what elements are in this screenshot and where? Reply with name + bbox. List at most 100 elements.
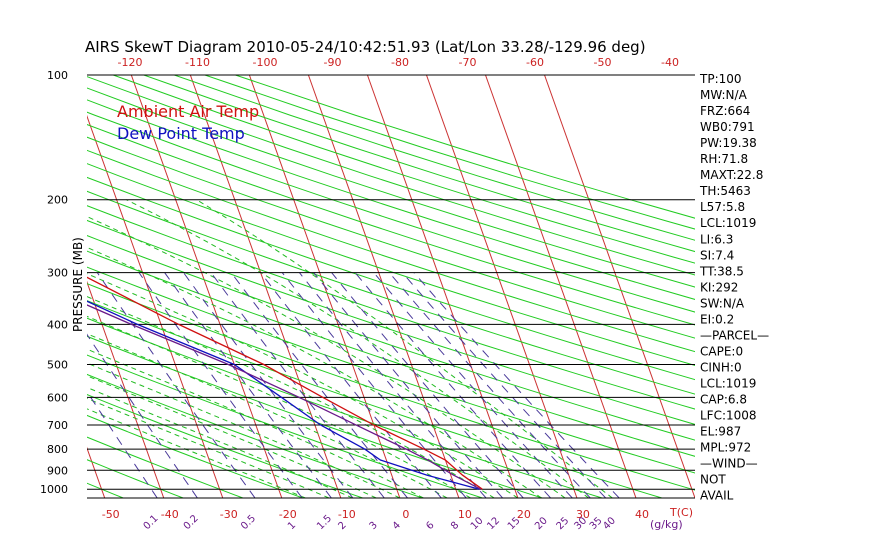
index-entry: SI:7.4 xyxy=(700,248,734,262)
dry-adiabat-line xyxy=(113,75,695,264)
dry-adiabat-line xyxy=(87,176,695,381)
index-entry: CINH:0 xyxy=(700,360,742,374)
dry-adiabat-line xyxy=(87,266,695,474)
dry-adiabat-line xyxy=(87,317,603,498)
dry-adiabat-line xyxy=(87,124,695,326)
index-entry: RH:71.8 xyxy=(700,152,748,166)
stability-indices: TP:100 MW:N/A FRZ:664 WB0:791 PW:19.38 RH:71.… xyxy=(699,72,769,503)
mixing-ratio-tick-label: 1.5 xyxy=(315,513,334,532)
dry-adiabat-line xyxy=(87,205,695,410)
index-entry: KI:292 xyxy=(700,280,738,294)
temperature-tick-label: 40 xyxy=(635,508,649,521)
moist-adiabat-line xyxy=(196,199,613,498)
index-entry: MPL:972 xyxy=(700,441,751,455)
pressure-tick-label: 500 xyxy=(47,359,68,372)
index-entry: EI:0.2 xyxy=(700,312,734,326)
moist-adiabat-line xyxy=(126,199,589,498)
top-temperature-tick-label: -60 xyxy=(526,56,544,69)
mixing-ratio-tick-label: 0.2 xyxy=(182,513,201,532)
pressure-axis: 100 200 300 400 500 600 700 800 900 1000 xyxy=(40,69,68,496)
dry-adiabat-line xyxy=(87,414,303,498)
bottom-temperature-axis: -50 -40 -30 -20 -10 0 10 20 30 40 T(C) xyxy=(102,506,693,521)
mixing-ratio-tick-label: 3 xyxy=(368,520,380,532)
mixing-ratio-tick-label: 0.1 xyxy=(142,513,161,532)
dry-adiabat-line xyxy=(204,75,695,230)
dry-adiabat-line xyxy=(0,75,4,498)
y-axis-label: PRESSURE (MB) xyxy=(71,237,85,332)
mixing-ratio-line xyxy=(331,272,524,498)
dry-adiabat-line xyxy=(87,459,184,498)
temperature-tick-label: -10 xyxy=(338,508,356,521)
legend-entry-dewpoint: Dew Point Temp xyxy=(117,124,245,143)
isotherm-line xyxy=(544,75,695,498)
dry-adiabat-line xyxy=(87,163,695,366)
dry-adiabat-line xyxy=(87,99,695,300)
index-entry: LI:6.3 xyxy=(700,232,733,246)
moist-adiabat-line xyxy=(87,273,519,498)
mixing-ratio-tick-label: 1 xyxy=(286,520,298,532)
isotherm-line xyxy=(425,75,578,498)
mixing-ratio-line xyxy=(138,272,303,498)
index-entry: AVAIL xyxy=(700,489,734,503)
mixing-ratio-line xyxy=(164,272,332,498)
top-temperature-tick-label: -110 xyxy=(185,56,210,69)
dry-adiabat-line xyxy=(87,354,483,498)
dry-adiabat-line xyxy=(87,136,695,339)
moist-adiabat-line xyxy=(87,296,495,498)
pressure-tick-label: 800 xyxy=(47,443,68,456)
dry-adiabat-line xyxy=(87,335,543,498)
index-entry: SW:N/A xyxy=(700,296,745,310)
index-entry: CAP:6.8 xyxy=(700,393,747,407)
isotherm-line xyxy=(366,75,519,498)
top-temperature-tick-label: -40 xyxy=(661,56,679,69)
dry-adiabat-line xyxy=(87,87,695,288)
index-entry: NOT xyxy=(700,473,726,487)
dry-adiabat-line xyxy=(87,76,695,276)
isotherm-line xyxy=(87,114,224,498)
legend: Ambient Air Temp Dew Point Temp xyxy=(117,102,259,143)
mixing-ratio-tick-label: 12 xyxy=(485,515,502,532)
moist-adiabat-line xyxy=(87,375,377,498)
pressure-tick-label: 900 xyxy=(47,464,68,477)
temperature-tick-label: 20 xyxy=(517,508,531,521)
dry-adiabat-line xyxy=(87,436,244,498)
temperature-tick-label: -30 xyxy=(220,508,238,521)
index-entry: WB0:791 xyxy=(700,120,755,134)
moist-adiabat-line xyxy=(87,246,542,498)
temperature-unit-label: T(C) xyxy=(669,506,693,519)
mixing-ratio-line xyxy=(354,272,551,498)
moist-adiabat-line xyxy=(87,348,424,498)
dry-adiabat-line xyxy=(87,250,695,457)
dry-adiabat-line xyxy=(143,75,695,253)
top-temperature-axis: -120 -110 -100 -90 -80 -70 -60 -50 -40 xyxy=(118,56,679,69)
mixing-ratio-unit-label: (g/kg) xyxy=(650,518,683,531)
mixing-ratio-line xyxy=(281,272,467,498)
top-temperature-tick-label: -120 xyxy=(118,56,143,69)
temperature-tick-label: 30 xyxy=(576,508,590,521)
mixing-ratio-tick-label: 20 xyxy=(533,515,550,532)
mixing-ratio-line xyxy=(210,272,385,498)
series-line-0 xyxy=(87,276,483,490)
temperature-tick-label: 0 xyxy=(402,508,409,521)
mixing-ratio-line xyxy=(313,272,503,498)
pressure-tick-label: 200 xyxy=(47,194,68,207)
dry-adiabat-line xyxy=(87,219,695,425)
dry-adiabat-line xyxy=(0,75,63,498)
dry-adiabat-line xyxy=(87,373,423,498)
index-entry: TH:5463 xyxy=(699,184,751,198)
moist-adiabat-line xyxy=(87,216,566,498)
index-entry: L57:5.8 xyxy=(700,200,745,214)
mixing-ratio-line xyxy=(260,272,442,498)
dry-adiabat-line xyxy=(87,300,663,498)
dry-adiabat-line xyxy=(87,235,695,441)
pressure-tick-label: 300 xyxy=(47,267,68,280)
top-temperature-tick-label: -80 xyxy=(391,56,409,69)
isotherm-line xyxy=(87,280,165,498)
isotherm-line xyxy=(130,75,283,498)
index-entry: PW:19.38 xyxy=(700,136,757,150)
index-entry: MW:N/A xyxy=(700,88,748,102)
pressure-tick-label: 700 xyxy=(47,419,68,432)
mixing-ratio-tick-label: 2 xyxy=(336,520,348,532)
